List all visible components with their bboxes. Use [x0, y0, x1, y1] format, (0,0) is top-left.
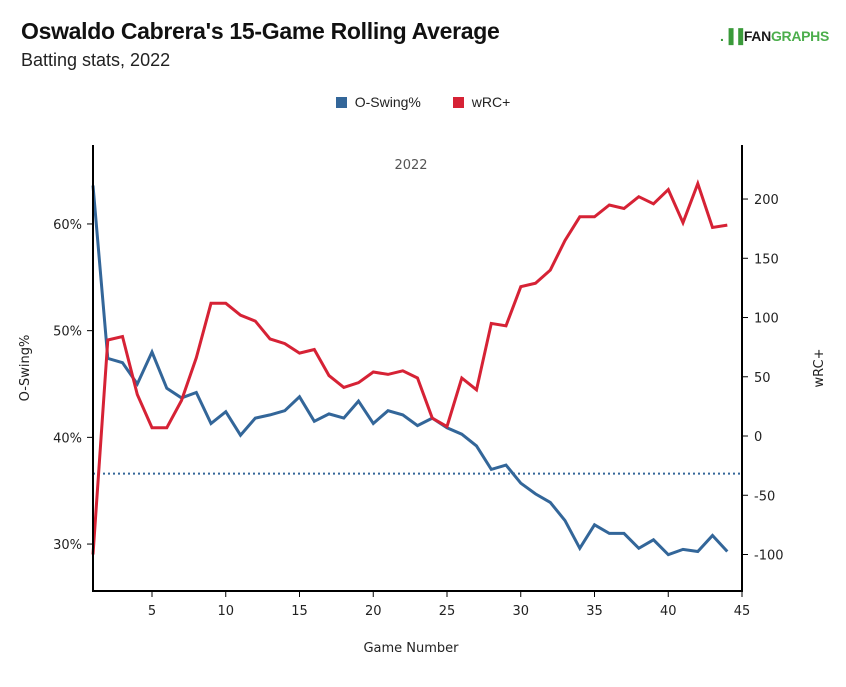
left-y-tick-label: 60% — [53, 218, 82, 233]
left-axis-title: O-Swing% — [18, 335, 33, 402]
legend-swatch-wrc — [452, 96, 464, 108]
ticks: 5 10 15 20 25 30 35 40 45 30% 40% 50% 60% -100 -50 0 50 1… — [53, 193, 783, 619]
logo-text-fan: FAN — [743, 28, 771, 44]
legend-label-wrc: wRC+ — [471, 94, 511, 110]
x-tick-label: 35 — [586, 604, 603, 619]
fangraphs-logo: .▐▐FANGRAPHS — [720, 28, 829, 44]
chart-subtitle: Batting stats, 2022 — [21, 50, 171, 70]
left-y-tick-label: 30% — [53, 538, 82, 553]
x-tick-label: 45 — [734, 604, 751, 619]
right-y-tick-label: -100 — [754, 549, 784, 564]
legend-swatch-o-swing — [335, 96, 347, 108]
x-tick-label: 20 — [365, 604, 382, 619]
x-tick-label: 10 — [217, 604, 234, 619]
right-y-tick-label: 50 — [754, 371, 771, 386]
series-layer — [91, 179, 729, 557]
right-y-tick-label: -50 — [754, 489, 775, 504]
series-line-wrc — [91, 179, 728, 555]
legend-item-o-swing[interactable]: O-Swing% — [335, 94, 421, 110]
facet-label: 2022 — [394, 158, 427, 173]
legend: O-Swing% wRC+ — [0, 94, 846, 111]
fangraphs-logo-icon: .▐▐ — [720, 28, 743, 44]
x-axis-title: Game Number — [363, 641, 459, 656]
right-y-tick-label: 0 — [754, 430, 762, 445]
left-y-tick-label: 40% — [53, 431, 82, 446]
x-tick-label: 5 — [148, 604, 156, 619]
legend-label-o-swing: O-Swing% — [354, 94, 421, 110]
left-y-tick-label: 50% — [53, 325, 82, 340]
right-y-tick-label: 100 — [754, 312, 779, 327]
chart-title: Oswaldo Cabrera's 15-Game Rolling Averag… — [21, 18, 500, 44]
x-tick-label: 40 — [660, 604, 677, 619]
series-line-o-swing — [91, 185, 729, 557]
right-y-tick-label: 150 — [754, 252, 779, 267]
axes — [92, 145, 743, 592]
x-tick-label: 25 — [439, 604, 456, 619]
legend-item-wrc[interactable]: wRC+ — [452, 94, 511, 110]
x-tick-label: 15 — [291, 604, 308, 619]
x-tick-label: 30 — [512, 604, 529, 619]
right-axis-title: wRC+ — [812, 349, 827, 388]
right-y-tick-label: 200 — [754, 193, 779, 208]
logo-text-graphs: GRAPHS — [770, 28, 830, 44]
